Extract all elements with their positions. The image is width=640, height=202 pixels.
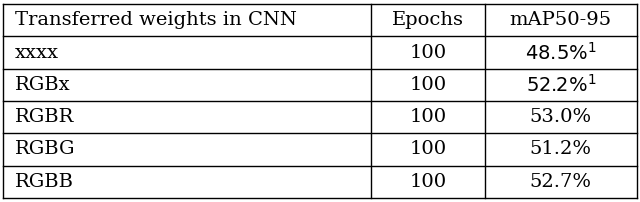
Text: RGBB: RGBB (15, 173, 74, 191)
Text: RGBR: RGBR (15, 108, 74, 126)
Text: xxxx: xxxx (15, 43, 59, 62)
Text: 51.2%: 51.2% (530, 140, 592, 159)
FancyBboxPatch shape (3, 4, 637, 198)
Text: 100: 100 (409, 173, 446, 191)
Text: 53.0%: 53.0% (530, 108, 592, 126)
Text: 100: 100 (409, 43, 446, 62)
Text: RGBx: RGBx (15, 76, 70, 94)
Text: mAP50-95: mAP50-95 (509, 11, 612, 29)
Text: RGBG: RGBG (15, 140, 76, 159)
Text: 100: 100 (409, 76, 446, 94)
Text: 100: 100 (409, 108, 446, 126)
Text: 52.7%: 52.7% (530, 173, 592, 191)
Text: Transferred weights in CNN: Transferred weights in CNN (15, 11, 296, 29)
Text: Epochs: Epochs (392, 11, 464, 29)
Text: $\mathrm{48.5\%}^1$: $\mathrm{48.5\%}^1$ (525, 42, 596, 63)
Text: 100: 100 (409, 140, 446, 159)
Text: $\mathrm{52.2\%}^1$: $\mathrm{52.2\%}^1$ (525, 74, 596, 96)
